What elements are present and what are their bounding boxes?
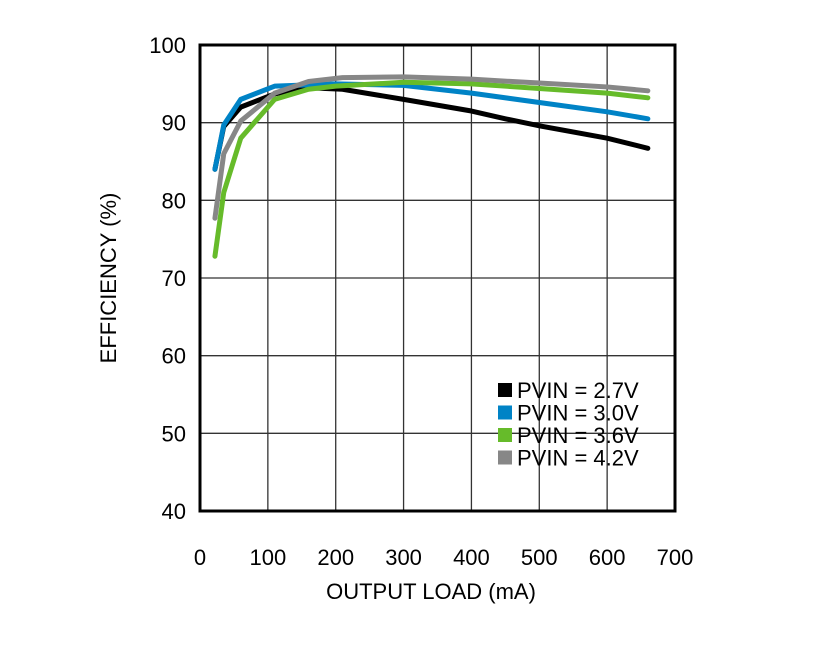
legend-label-0: PVIN = 2.7V: [517, 378, 639, 403]
y-tick-label: 80: [162, 188, 186, 213]
x-tick-label: 0: [194, 545, 206, 570]
y-tick-label: 90: [162, 111, 186, 136]
series-line-0: [212, 85, 651, 172]
x-tick-label: 700: [657, 545, 694, 570]
x-tick-label: 200: [317, 545, 354, 570]
y-axis-label: EFFICIENCY (%): [96, 193, 121, 364]
series-line-2: [212, 79, 651, 259]
legend-label-3: PVIN = 4.2V: [517, 446, 639, 471]
x-tick-label: 400: [453, 545, 490, 570]
x-tick-labels: 0 100 200 300 400 500 600 700: [194, 545, 693, 570]
legend-swatch-3: [498, 450, 512, 465]
series-lines: [212, 74, 651, 259]
x-tick-label: 600: [589, 545, 626, 570]
y-tick-label: 50: [162, 421, 186, 446]
legend-label-1: PVIN = 3.0V: [517, 401, 639, 426]
y-tick-label: 70: [162, 266, 186, 291]
legend-swatch-1: [498, 405, 512, 420]
legend-label-2: PVIN = 3.6V: [517, 423, 639, 448]
y-tick-label: 100: [149, 33, 186, 58]
x-tick-label: 300: [385, 545, 422, 570]
series-line-3: [212, 74, 651, 221]
y-tick-label: 40: [162, 499, 186, 524]
x-tick-label: 500: [521, 545, 558, 570]
grid: [199, 44, 676, 512]
x-tick-label: 100: [249, 545, 286, 570]
legend-swatch-0: [498, 383, 512, 397]
legend-swatch-2: [498, 428, 512, 442]
y-tick-labels: 40 50 60 70 80 90 100: [149, 33, 186, 524]
plot-frame: [198, 43, 677, 513]
x-axis-label: OUTPUT LOAD (mA): [326, 579, 536, 604]
y-tick-label: 60: [162, 344, 186, 369]
